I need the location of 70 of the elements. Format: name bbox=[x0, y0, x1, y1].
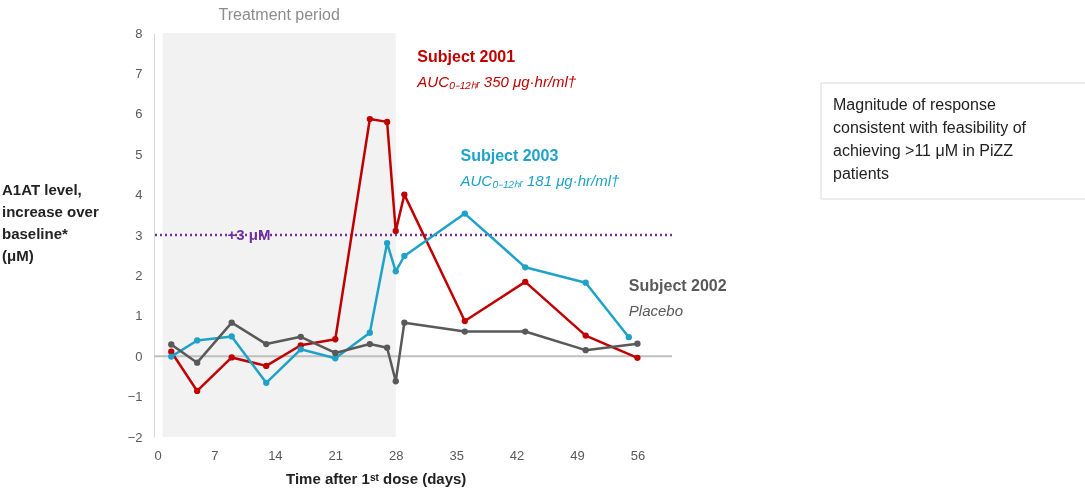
point bbox=[366, 329, 373, 336]
point bbox=[194, 337, 201, 344]
x-axis-title: Time after 1ˢᵗ dose (days) bbox=[285, 470, 467, 487]
point bbox=[228, 333, 235, 340]
point bbox=[297, 346, 304, 353]
point bbox=[366, 340, 373, 348]
point bbox=[582, 346, 589, 354]
point bbox=[168, 341, 175, 348]
point bbox=[297, 333, 304, 340]
point bbox=[401, 252, 408, 260]
point bbox=[263, 362, 270, 370]
point bbox=[263, 379, 270, 387]
point bbox=[228, 319, 235, 326]
y-tick-label: 1 bbox=[135, 308, 143, 324]
y-tick-label: 4 bbox=[135, 187, 143, 203]
x-tick-label: 14 bbox=[268, 447, 283, 463]
point bbox=[263, 340, 270, 348]
point bbox=[401, 191, 408, 198]
y-tick-label: −2 bbox=[127, 429, 143, 445]
point bbox=[522, 278, 529, 286]
x-tick-label: 56 bbox=[630, 447, 646, 463]
x-tick-label: 0 bbox=[154, 447, 162, 463]
y-tick-label: 2 bbox=[135, 267, 143, 283]
point bbox=[366, 115, 373, 123]
point bbox=[634, 354, 641, 361]
point bbox=[461, 328, 468, 335]
point bbox=[332, 355, 339, 362]
y-tick-label: 8 bbox=[135, 25, 143, 41]
text: Subject 2002 bbox=[628, 276, 727, 294]
text: Subject 2003 bbox=[460, 147, 559, 165]
point bbox=[461, 317, 468, 325]
x-tick-label: 28 bbox=[389, 447, 404, 463]
point bbox=[194, 387, 201, 395]
point bbox=[634, 340, 641, 347]
y-tick-label: 6 bbox=[135, 106, 143, 122]
point bbox=[522, 264, 529, 271]
point bbox=[228, 354, 235, 361]
x-tick-label: 49 bbox=[570, 447, 585, 463]
point bbox=[332, 336, 339, 343]
point bbox=[461, 210, 468, 217]
y-axis-title: A1AT level, increase over baseline* (μM) bbox=[2, 181, 99, 264]
annotation: AUC₀₋₁₂ₕᵣ 350 μg·hr/ml† bbox=[416, 73, 577, 91]
y-tick-label: 7 bbox=[135, 65, 143, 81]
point bbox=[168, 353, 175, 360]
point bbox=[332, 349, 339, 357]
point bbox=[401, 319, 408, 326]
point bbox=[392, 378, 399, 385]
x-tick-label: 42 bbox=[509, 447, 525, 463]
x-tick-label: 7 bbox=[211, 447, 219, 463]
x-tick-label: 21 bbox=[328, 447, 344, 463]
y-tick-label: 3 bbox=[135, 227, 143, 243]
annotation: Placebo bbox=[628, 301, 684, 319]
x-tick-label: 35 bbox=[449, 447, 464, 463]
text: Subject 2001 bbox=[417, 48, 516, 66]
point bbox=[522, 328, 529, 335]
point bbox=[383, 239, 391, 247]
annotation: AUC₀₋₁₂ₕᵣ 181 μg·hr/ml† bbox=[459, 172, 621, 190]
y-tick-label: 0 bbox=[135, 348, 143, 364]
point bbox=[194, 359, 201, 366]
point bbox=[392, 227, 399, 235]
text: Magnitude of response consistent with feasibility of achieving >11 μM in PiZZ patients bbox=[833, 96, 1027, 182]
point bbox=[582, 332, 589, 339]
point bbox=[383, 344, 391, 351]
point bbox=[383, 118, 391, 126]
y-tick-label: 5 bbox=[135, 146, 143, 162]
point bbox=[625, 334, 632, 341]
band-label: Treatment period bbox=[218, 6, 340, 23]
point bbox=[582, 279, 589, 286]
y-tick-label: −1 bbox=[127, 389, 143, 405]
point bbox=[392, 268, 399, 275]
